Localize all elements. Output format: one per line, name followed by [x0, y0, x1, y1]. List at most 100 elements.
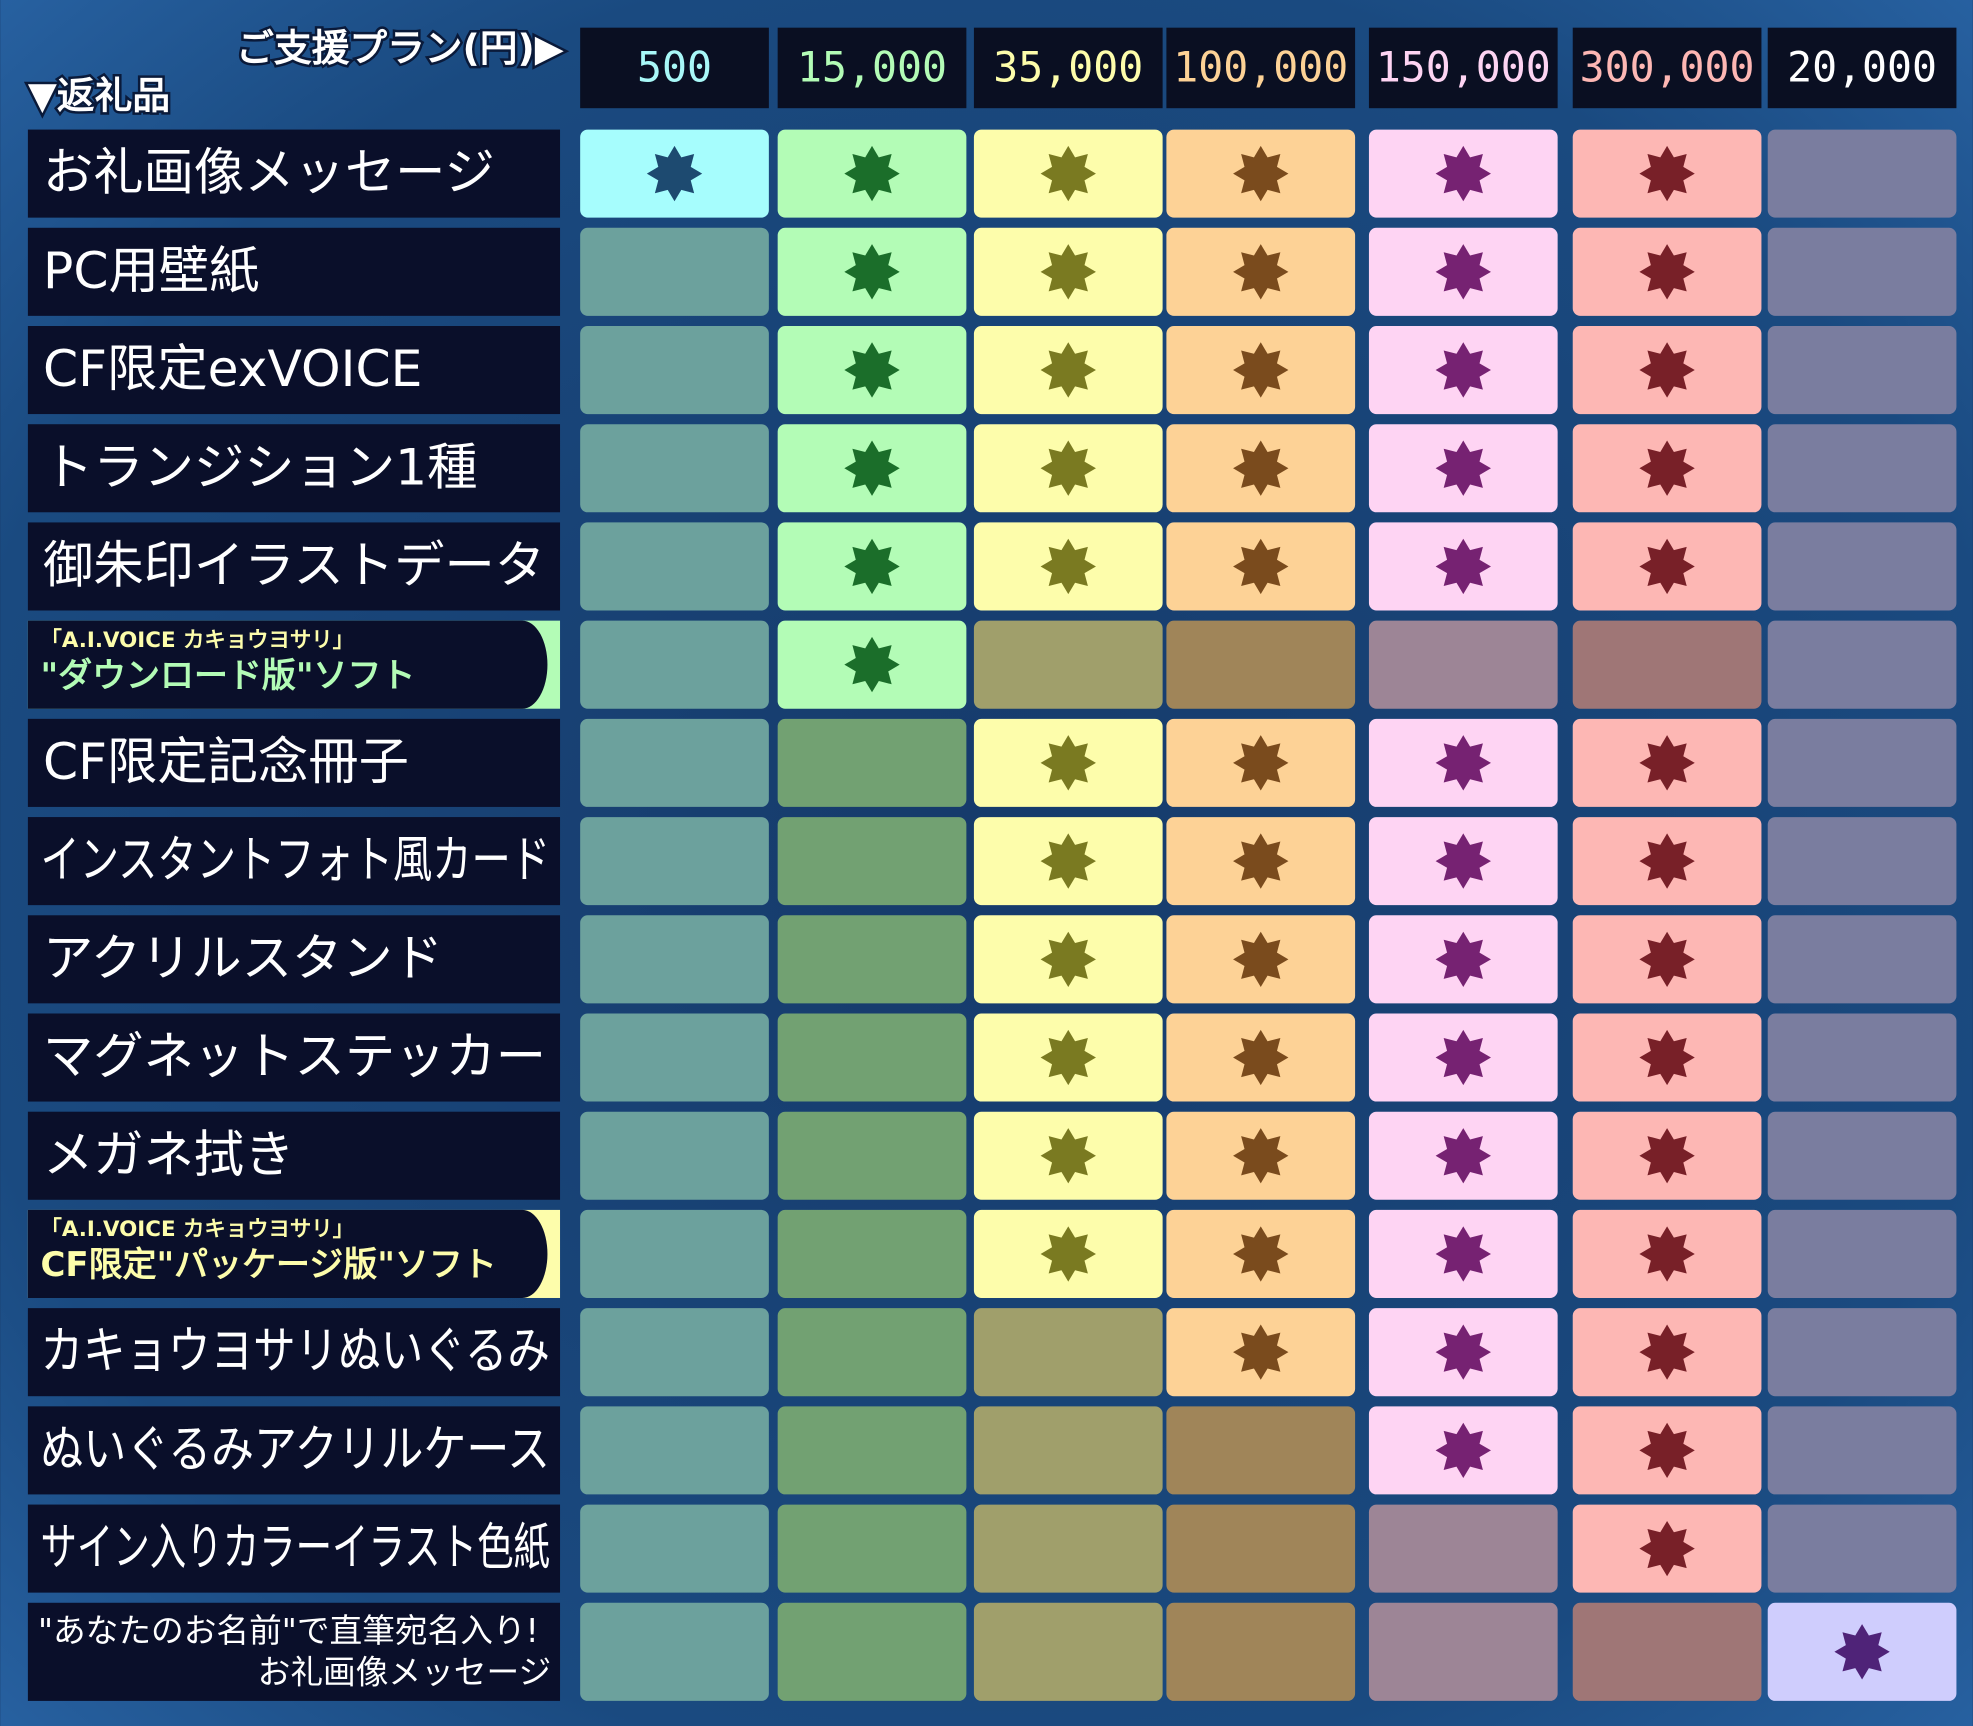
plan-cell [1166, 1504, 1356, 1593]
label: CF限定exVOICE [43, 339, 422, 398]
included-star [1639, 1520, 1695, 1577]
label: マグネットステッカー [43, 1027, 546, 1086]
included-star [1435, 931, 1491, 988]
plan-cell [580, 718, 769, 807]
plan-cell [1767, 424, 1957, 513]
plan-cell [973, 1406, 1163, 1495]
included-star [1435, 735, 1491, 791]
plan-cell [580, 424, 769, 513]
included-star [1639, 1128, 1695, 1184]
included-star [1233, 1324, 1289, 1380]
plan-cell [580, 620, 769, 709]
included-star [1040, 244, 1096, 300]
plan-cell [580, 326, 769, 415]
included-star [1233, 1226, 1289, 1282]
plan-cell [973, 1602, 1163, 1701]
included-star [1040, 440, 1096, 496]
included-star [1040, 145, 1096, 202]
plan-cell [1166, 620, 1356, 709]
included-star [844, 342, 900, 398]
plan-cell [777, 1013, 967, 1102]
included-star [1639, 1324, 1695, 1380]
label-cell [27, 915, 561, 1004]
plan-cell [777, 1111, 967, 1200]
plan-price: 15,000 [797, 42, 947, 91]
plan-cell [1368, 1602, 1558, 1701]
included-star [1233, 735, 1289, 791]
label: CF限定"パッケージ版"ソフト [40, 1245, 496, 1285]
plan-header-cell [1166, 27, 1356, 109]
plan-price: 20,000 [1787, 42, 1937, 91]
included-star [1435, 342, 1491, 398]
included-star [1233, 538, 1289, 595]
label: カキョウヨサリぬいぐるみ [40, 1321, 549, 1380]
plan-cell [1767, 1209, 1957, 1298]
label-cell [27, 129, 561, 218]
plan-cell [580, 1504, 769, 1593]
included-star [1233, 440, 1289, 496]
included-star [1639, 342, 1695, 398]
plan-cell [580, 915, 769, 1004]
plan-price: 100,000 [1173, 42, 1348, 91]
included-star [1040, 1226, 1096, 1282]
included-star [844, 145, 900, 202]
plan-cell [777, 1602, 967, 1701]
plan-cell [777, 915, 967, 1004]
included-star [1040, 1128, 1096, 1184]
included-star [1233, 931, 1289, 988]
included-star [1639, 1029, 1695, 1086]
included-star [1435, 244, 1491, 300]
included-star [1639, 145, 1695, 202]
plan-cell [1767, 718, 1957, 807]
included-star [1435, 440, 1491, 496]
included-star [1233, 342, 1289, 398]
plan-cell [777, 817, 967, 906]
plan-cell [1767, 522, 1957, 611]
included-star [1040, 833, 1096, 889]
plan-cell [1166, 1602, 1356, 1701]
label-cell [27, 1013, 561, 1102]
plan-cell [973, 1504, 1163, 1593]
included-star [1233, 1128, 1289, 1184]
plan-cell [1368, 620, 1558, 709]
plan-cell [777, 1308, 967, 1397]
included-star [1435, 538, 1491, 595]
plan-price: 300,000 [1580, 42, 1755, 91]
label: メガネ拭き [43, 1125, 295, 1184]
label-cell [27, 424, 561, 513]
included-star [1040, 931, 1096, 988]
included-star [1639, 735, 1695, 791]
plan-cell [1767, 227, 1957, 316]
included-star [1639, 833, 1695, 889]
plan-cell [1166, 1406, 1356, 1495]
included-star [1435, 1422, 1491, 1479]
plan-cell [1767, 915, 1957, 1004]
label: トランジション1種 [43, 437, 478, 496]
included-star [1233, 145, 1289, 202]
plan-header-cell [973, 27, 1163, 109]
plan-header-cell [1572, 27, 1762, 109]
label-cell [27, 326, 561, 415]
label-cell [27, 1308, 561, 1397]
included-star [1639, 538, 1695, 595]
plan-cell [973, 1308, 1163, 1397]
label: アクリルスタンド [43, 928, 443, 987]
plan-cell [777, 1504, 967, 1593]
included-star [1639, 1226, 1695, 1282]
plan-cell [1767, 326, 1957, 415]
plan-cell [580, 1111, 769, 1200]
included-star [1639, 244, 1695, 300]
plan-cell [1368, 1504, 1558, 1593]
plan-cell [580, 1406, 769, 1495]
plan-cell [777, 718, 967, 807]
label-cell [27, 1111, 561, 1200]
label-cell [27, 1209, 548, 1298]
label-note: 「A.I.VOICE カキョウヨサリ」 [40, 628, 354, 653]
included-star [1834, 1624, 1890, 1680]
plan-cell [1767, 1013, 1957, 1102]
plan-cell [580, 1209, 769, 1298]
plan-price: 500 [637, 42, 712, 91]
included-star [1435, 145, 1491, 202]
included-star [1435, 1324, 1491, 1380]
